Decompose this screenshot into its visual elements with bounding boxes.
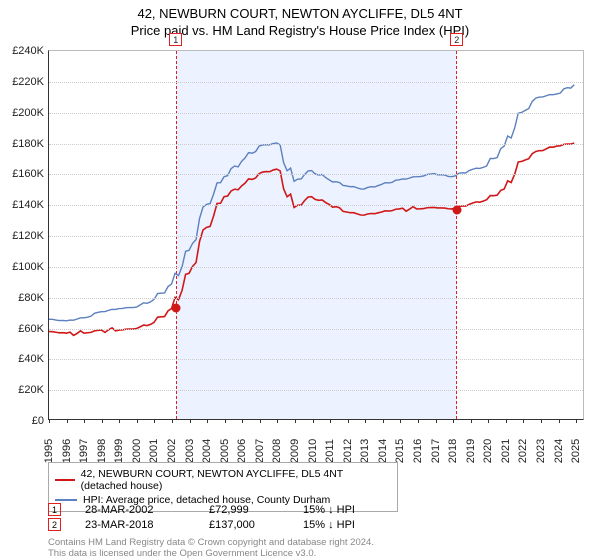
x-axis-label: 2019 bbox=[465, 436, 477, 466]
down-arrow-icon: ↓ bbox=[328, 504, 334, 516]
x-tick bbox=[541, 419, 542, 423]
gridline bbox=[49, 298, 583, 299]
footer-line-2: This data is licensed under the Open Gov… bbox=[48, 549, 374, 560]
x-tick bbox=[154, 419, 155, 423]
sale-date: 23-MAR-2018 bbox=[85, 519, 185, 531]
sale-point-2 bbox=[453, 205, 462, 214]
x-tick bbox=[277, 419, 278, 423]
x-tick bbox=[67, 419, 68, 423]
y-axis-label: £160K bbox=[4, 168, 44, 180]
y-axis-label: £20K bbox=[4, 384, 44, 396]
x-axis-label: 2017 bbox=[430, 436, 442, 466]
sale-pct-vs-hpi: 15% ↓ HPI bbox=[303, 504, 383, 516]
gridline bbox=[49, 267, 583, 268]
y-axis-label: £100K bbox=[4, 261, 44, 273]
series-property bbox=[49, 143, 574, 335]
x-tick bbox=[295, 419, 296, 423]
x-tick bbox=[190, 419, 191, 423]
gridline bbox=[49, 82, 583, 83]
x-tick bbox=[383, 419, 384, 423]
gridline bbox=[49, 144, 583, 145]
x-axis-label: 2018 bbox=[447, 436, 459, 466]
sale-index-box: 1 bbox=[48, 503, 61, 516]
x-tick bbox=[506, 419, 507, 423]
gridline bbox=[49, 359, 583, 360]
y-axis-label: £80K bbox=[4, 292, 44, 304]
x-axis-label: 2024 bbox=[553, 436, 565, 466]
x-tick bbox=[119, 419, 120, 423]
gridline bbox=[49, 390, 583, 391]
x-tick bbox=[313, 419, 314, 423]
sale-marker-1: 1 bbox=[169, 33, 182, 46]
chart-lines bbox=[49, 51, 583, 419]
x-tick bbox=[348, 419, 349, 423]
x-tick bbox=[330, 419, 331, 423]
legend-label: 42, NEWBURN COURT, NEWTON AYCLIFFE, DL5 … bbox=[81, 468, 391, 492]
x-axis-label: 2022 bbox=[517, 436, 529, 466]
chart-plot-area: £0£20K£40K£60K£80K£100K£120K£140K£160K£1… bbox=[48, 50, 584, 420]
x-tick bbox=[471, 419, 472, 423]
y-axis-label: £180K bbox=[4, 138, 44, 150]
y-axis-label: £220K bbox=[4, 76, 44, 88]
sale-index-box: 2 bbox=[48, 518, 61, 531]
x-tick bbox=[436, 419, 437, 423]
sale-point-1 bbox=[172, 304, 181, 313]
sale-pct-vs-hpi: 15% ↓ HPI bbox=[303, 519, 383, 531]
x-axis-label: 2020 bbox=[482, 436, 494, 466]
x-tick bbox=[453, 419, 454, 423]
sale-row: 1 28-MAR-2002 £72,999 15% ↓ HPI bbox=[48, 502, 548, 517]
x-tick bbox=[523, 419, 524, 423]
down-arrow-icon: ↓ bbox=[328, 519, 334, 531]
x-tick bbox=[576, 419, 577, 423]
x-tick bbox=[49, 419, 50, 423]
gridline bbox=[49, 236, 583, 237]
x-tick bbox=[559, 419, 560, 423]
x-tick bbox=[418, 419, 419, 423]
footer-text: Contains HM Land Registry data © Crown c… bbox=[48, 538, 374, 560]
y-axis-label: £240K bbox=[4, 45, 44, 57]
gridline bbox=[49, 329, 583, 330]
x-tick bbox=[137, 419, 138, 423]
x-tick bbox=[365, 419, 366, 423]
sale-price: £72,999 bbox=[209, 504, 279, 516]
sale-marker-2: 2 bbox=[450, 33, 463, 46]
sale-date: 28-MAR-2002 bbox=[85, 504, 185, 516]
gridline bbox=[49, 113, 583, 114]
y-axis-label: £200K bbox=[4, 107, 44, 119]
sale-row: 2 23-MAR-2018 £137,000 15% ↓ HPI bbox=[48, 517, 548, 532]
gridline bbox=[49, 205, 583, 206]
x-tick bbox=[84, 419, 85, 423]
sales-table: 1 28-MAR-2002 £72,999 15% ↓ HPI 2 23-MAR-2018… bbox=[48, 502, 548, 532]
x-tick bbox=[400, 419, 401, 423]
x-tick bbox=[102, 419, 103, 423]
chart-title: 42, NEWBURN COURT, NEWTON AYCLIFFE, DL5 … bbox=[0, 0, 600, 21]
y-axis-label: £0 bbox=[4, 415, 44, 427]
x-tick bbox=[207, 419, 208, 423]
gridline bbox=[49, 174, 583, 175]
y-axis-label: £60K bbox=[4, 323, 44, 335]
legend-item: 42, NEWBURN COURT, NEWTON AYCLIFFE, DL5 … bbox=[55, 467, 391, 493]
x-axis-label: 2016 bbox=[412, 436, 424, 466]
y-axis-label: £120K bbox=[4, 230, 44, 242]
legend-swatch bbox=[55, 479, 75, 481]
x-tick bbox=[488, 419, 489, 423]
x-axis-label: 2021 bbox=[500, 436, 512, 466]
legend-swatch bbox=[55, 499, 77, 501]
x-tick bbox=[260, 419, 261, 423]
x-tick bbox=[172, 419, 173, 423]
x-axis-label: 2025 bbox=[570, 436, 582, 466]
series-hpi bbox=[49, 85, 574, 321]
y-axis-label: £40K bbox=[4, 353, 44, 365]
x-tick bbox=[242, 419, 243, 423]
x-tick bbox=[225, 419, 226, 423]
y-axis-label: £140K bbox=[4, 199, 44, 211]
x-axis-label: 2023 bbox=[535, 436, 547, 466]
sale-price: £137,000 bbox=[209, 519, 279, 531]
chart-subtitle: Price paid vs. HM Land Registry's House … bbox=[0, 21, 600, 38]
